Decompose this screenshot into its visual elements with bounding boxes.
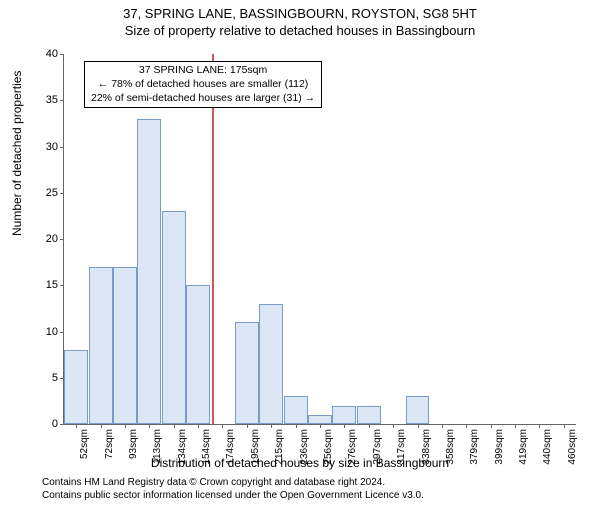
- y-tick-label: 0: [28, 418, 64, 430]
- y-tick-mark: [60, 193, 64, 194]
- x-tick-mark: [491, 424, 492, 428]
- histogram-bar: [137, 119, 161, 424]
- y-tick-mark: [60, 285, 64, 286]
- attribution-line2: Contains public sector information licen…: [42, 490, 424, 503]
- histogram-bar: [235, 322, 259, 424]
- x-tick-mark: [222, 424, 223, 428]
- annotation-line1: 37 SPRING LANE: 175sqm: [91, 64, 315, 78]
- y-tick-label: 5: [28, 372, 64, 384]
- x-tick-mark: [174, 424, 175, 428]
- histogram-bar: [259, 304, 283, 424]
- annotation-line3: 22% of semi-detached houses are larger (…: [91, 92, 315, 106]
- x-tick-mark: [515, 424, 516, 428]
- histogram-bar: [406, 396, 430, 424]
- y-tick-label: 10: [28, 326, 64, 338]
- x-tick-label: 52sqm: [79, 429, 90, 459]
- y-tick-label: 35: [28, 94, 64, 106]
- y-tick-label: 25: [28, 187, 64, 199]
- x-tick-mark: [125, 424, 126, 428]
- x-tick-mark: [369, 424, 370, 428]
- y-tick-label: 20: [28, 233, 64, 245]
- y-axis-label: Number of detached properties: [10, 71, 24, 236]
- x-tick-mark: [149, 424, 150, 428]
- x-tick-mark: [198, 424, 199, 428]
- x-tick-mark: [271, 424, 272, 428]
- attribution-text: Contains HM Land Registry data © Crown c…: [42, 477, 424, 502]
- x-tick-label: 93sqm: [128, 429, 139, 459]
- y-tick-mark: [60, 54, 64, 55]
- y-tick-mark: [60, 424, 64, 425]
- y-tick-label: 15: [28, 279, 64, 291]
- annotation-box: 37 SPRING LANE: 175sqm← 78% of detached …: [84, 61, 322, 108]
- histogram-bar: [64, 350, 88, 424]
- histogram-bar: [332, 406, 356, 425]
- x-tick-mark: [442, 424, 443, 428]
- y-tick-mark: [60, 100, 64, 101]
- x-tick-mark: [344, 424, 345, 428]
- y-tick-mark: [60, 332, 64, 333]
- y-tick-label: 30: [28, 141, 64, 153]
- x-tick-mark: [76, 424, 77, 428]
- histogram-bar: [284, 396, 308, 424]
- chart-subtitle: Size of property relative to detached ho…: [0, 23, 600, 38]
- histogram-bar: [186, 285, 210, 424]
- x-tick-mark: [296, 424, 297, 428]
- y-tick-mark: [60, 239, 64, 240]
- x-tick-mark: [101, 424, 102, 428]
- chart-title: 37, SPRING LANE, BASSINGBOURN, ROYSTON, …: [0, 6, 600, 21]
- x-tick-mark: [418, 424, 419, 428]
- attribution-line1: Contains HM Land Registry data © Crown c…: [42, 477, 424, 490]
- histogram-bar: [162, 211, 186, 424]
- x-tick-mark: [393, 424, 394, 428]
- x-axis-label: Distribution of detached houses by size …: [0, 456, 600, 470]
- histogram-bar: [357, 406, 381, 425]
- x-tick-label: 72sqm: [104, 429, 115, 459]
- x-tick-mark: [564, 424, 565, 428]
- x-tick-mark: [539, 424, 540, 428]
- histogram-bar: [308, 415, 332, 424]
- y-tick-mark: [60, 147, 64, 148]
- y-tick-label: 40: [28, 48, 64, 60]
- annotation-line2: ← 78% of detached houses are smaller (11…: [91, 78, 315, 92]
- x-tick-mark: [247, 424, 248, 428]
- histogram-bar: [113, 267, 137, 424]
- histogram-bar: [89, 267, 113, 424]
- property-marker-line: [212, 54, 214, 424]
- chart-plot-area: 051015202530354052sqm72sqm93sqm113sqm134…: [63, 54, 576, 425]
- x-tick-mark: [320, 424, 321, 428]
- x-tick-mark: [466, 424, 467, 428]
